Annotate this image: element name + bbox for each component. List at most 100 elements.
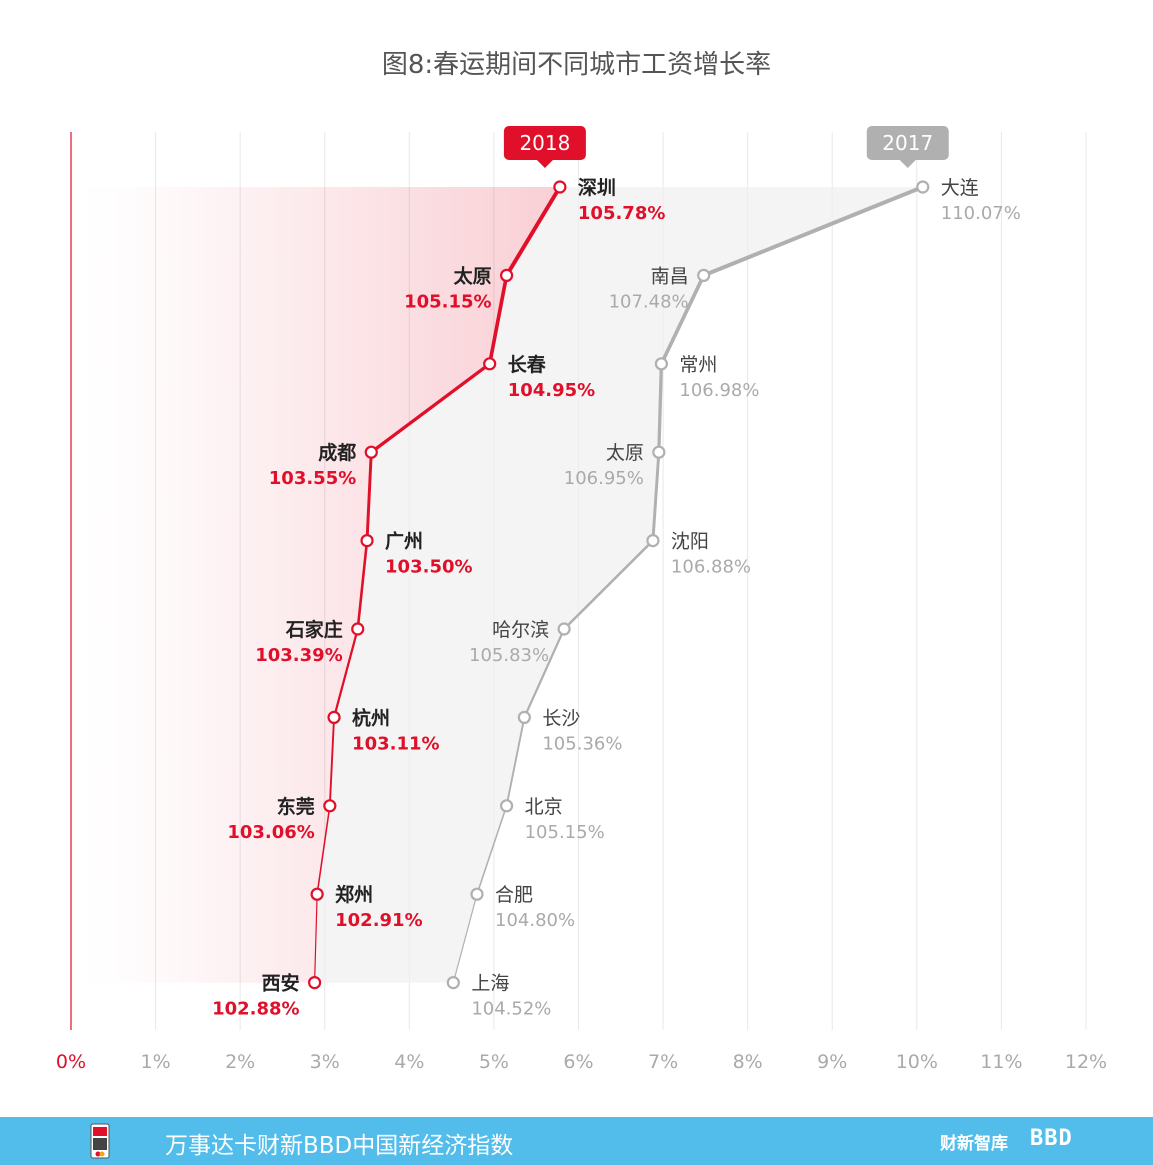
series-2017-value-label: 110.07%	[941, 203, 1021, 224]
bbd-logo: BBD	[1030, 1126, 1073, 1151]
series-2018-value-label: 102.91%	[335, 910, 423, 931]
footer-bar: 万事达卡财新BBD中国新经济指数 财新智库 BBD	[0, 1117, 1153, 1165]
series-2018-point	[310, 887, 324, 901]
series-2017-segment	[701, 185, 925, 278]
series-2018-segment	[369, 362, 492, 454]
x-tick-label: 3%	[310, 1051, 340, 1073]
x-tick-label: 7%	[648, 1051, 678, 1073]
legend-badge-label-2017: 2017	[882, 131, 933, 155]
series-2017-point	[697, 268, 711, 282]
series-2017-city-label: 上海	[471, 973, 509, 995]
series-2018-point	[323, 799, 337, 813]
series-2017-point	[517, 710, 531, 725]
series-2017-point	[654, 357, 668, 371]
series-2018-city-label: 杭州	[352, 706, 390, 729]
series-2018-city-label: 广州	[385, 530, 423, 553]
series-2018-point	[351, 622, 365, 636]
series-2018-city-label: 郑州	[335, 884, 373, 906]
legend-badge-pointer-2017	[899, 160, 916, 168]
x-tick-label: 10%	[896, 1051, 938, 1073]
series-2018-segment	[314, 893, 318, 984]
x-tick-label: 5%	[479, 1051, 509, 1073]
series-2018-value-label: 102.88%	[212, 999, 300, 1020]
series-2017-segment	[562, 539, 655, 631]
x-tick-label: 4%	[394, 1051, 424, 1073]
series-2017-city-label: 大连	[941, 177, 979, 199]
footer-index-name: 万事达卡财新BBD中国新经济指数	[165, 1133, 514, 1159]
series-2018-city-label: 深圳	[578, 176, 616, 199]
series-2017-segment	[505, 716, 526, 807]
series-2018-segment	[356, 539, 369, 631]
series-2018-point	[308, 975, 322, 990]
series-2017-segment	[659, 273, 706, 366]
x-tick-label: 6%	[563, 1051, 593, 1073]
series-2018-point	[553, 180, 567, 194]
band-2017	[314, 187, 923, 983]
series-2017-point	[500, 799, 514, 813]
nei-card-icon	[90, 1123, 110, 1159]
series-2018-point	[483, 357, 497, 371]
series-2018-point	[364, 445, 378, 459]
series-2018-segment	[365, 450, 373, 543]
series-2017-city-label: 合肥	[495, 884, 533, 906]
band-2018	[81, 187, 560, 983]
series-2018-value-label: 103.06%	[227, 822, 315, 843]
series-2017-point	[916, 180, 930, 194]
series-2017-value-label: 105.15%	[525, 822, 605, 843]
series-2017-value-label: 107.48%	[609, 291, 689, 312]
x-tick-label: 12%	[1065, 1051, 1107, 1073]
series-2018-city-label: 长春	[508, 353, 546, 376]
series-2017-city-label: 长沙	[542, 707, 580, 729]
series-2017-point	[646, 533, 660, 548]
series-2018-segment	[487, 273, 509, 366]
series-2018-point	[327, 710, 341, 725]
series-2017-value-label: 105.83%	[469, 645, 549, 666]
series-2018-city-label: 西安	[262, 972, 300, 995]
series-2018-value-label: 103.50%	[385, 557, 473, 578]
series-2017-value-label: 106.88%	[671, 557, 751, 578]
series-2017-value-label: 106.95%	[564, 468, 644, 489]
x-tick-label: 1%	[141, 1051, 171, 1073]
x-tick-label: 0%	[56, 1051, 86, 1073]
series-2018-value-label: 105.15%	[404, 291, 492, 312]
series-2018-segment	[316, 805, 331, 895]
chart-title: 图8:春运期间不同城市工资增长率	[381, 50, 772, 80]
caixin-logo: 财新智库	[940, 1134, 1008, 1154]
line-chart: 深圳 105.78% 太原 105.15% 长春 104.95% 成都 103.55% 广州 10…	[56, 126, 1107, 1073]
series-2018-city-label: 东莞	[277, 795, 315, 818]
series-2017-segment	[452, 893, 478, 984]
legend-badge-label-2018: 2018	[519, 131, 570, 155]
series-2017-point	[557, 622, 571, 636]
series-2017-segment	[651, 450, 661, 543]
series-2017-value-label: 104.80%	[495, 910, 575, 931]
series-2017-segment	[476, 805, 508, 895]
x-tick-label: 8%	[733, 1051, 763, 1073]
series-2017-point	[470, 887, 484, 901]
series-2017-point	[446, 975, 460, 990]
series-2017-value-label: 104.52%	[471, 999, 551, 1020]
series-2018-point	[360, 533, 374, 548]
x-tick-label: 2%	[225, 1051, 255, 1073]
series-2018-point	[500, 268, 514, 282]
legend-badge-2017	[866, 126, 949, 160]
series-2017-segment	[523, 627, 566, 719]
series-2018-value-label: 103.39%	[255, 645, 343, 666]
series-2018-segment	[328, 716, 336, 807]
series-2018-city-label: 成都	[318, 441, 356, 464]
series-2018-value-label: 103.55%	[269, 468, 357, 489]
series-2018-segment	[504, 185, 562, 278]
series-2017-city-label: 南昌	[651, 265, 689, 287]
series-2018-value-label: 105.78%	[578, 203, 666, 224]
series-2018-value-label: 104.95%	[508, 380, 596, 401]
series-2017-city-label: 太原	[606, 442, 644, 464]
series-2018-city-label: 石家庄	[285, 618, 343, 641]
series-2017-city-label: 沈阳	[671, 531, 709, 553]
x-tick-label: 9%	[817, 1051, 847, 1073]
x-tick-label: 11%	[980, 1051, 1022, 1073]
series-2018-segment	[332, 627, 359, 719]
series-2017-city-label: 常州	[679, 354, 717, 376]
series-2017-value-label: 106.98%	[679, 380, 759, 401]
series-2017-value-label: 105.36%	[542, 733, 622, 754]
legend-badge-pointer-2018	[536, 160, 553, 168]
series-2017-point	[652, 445, 666, 459]
